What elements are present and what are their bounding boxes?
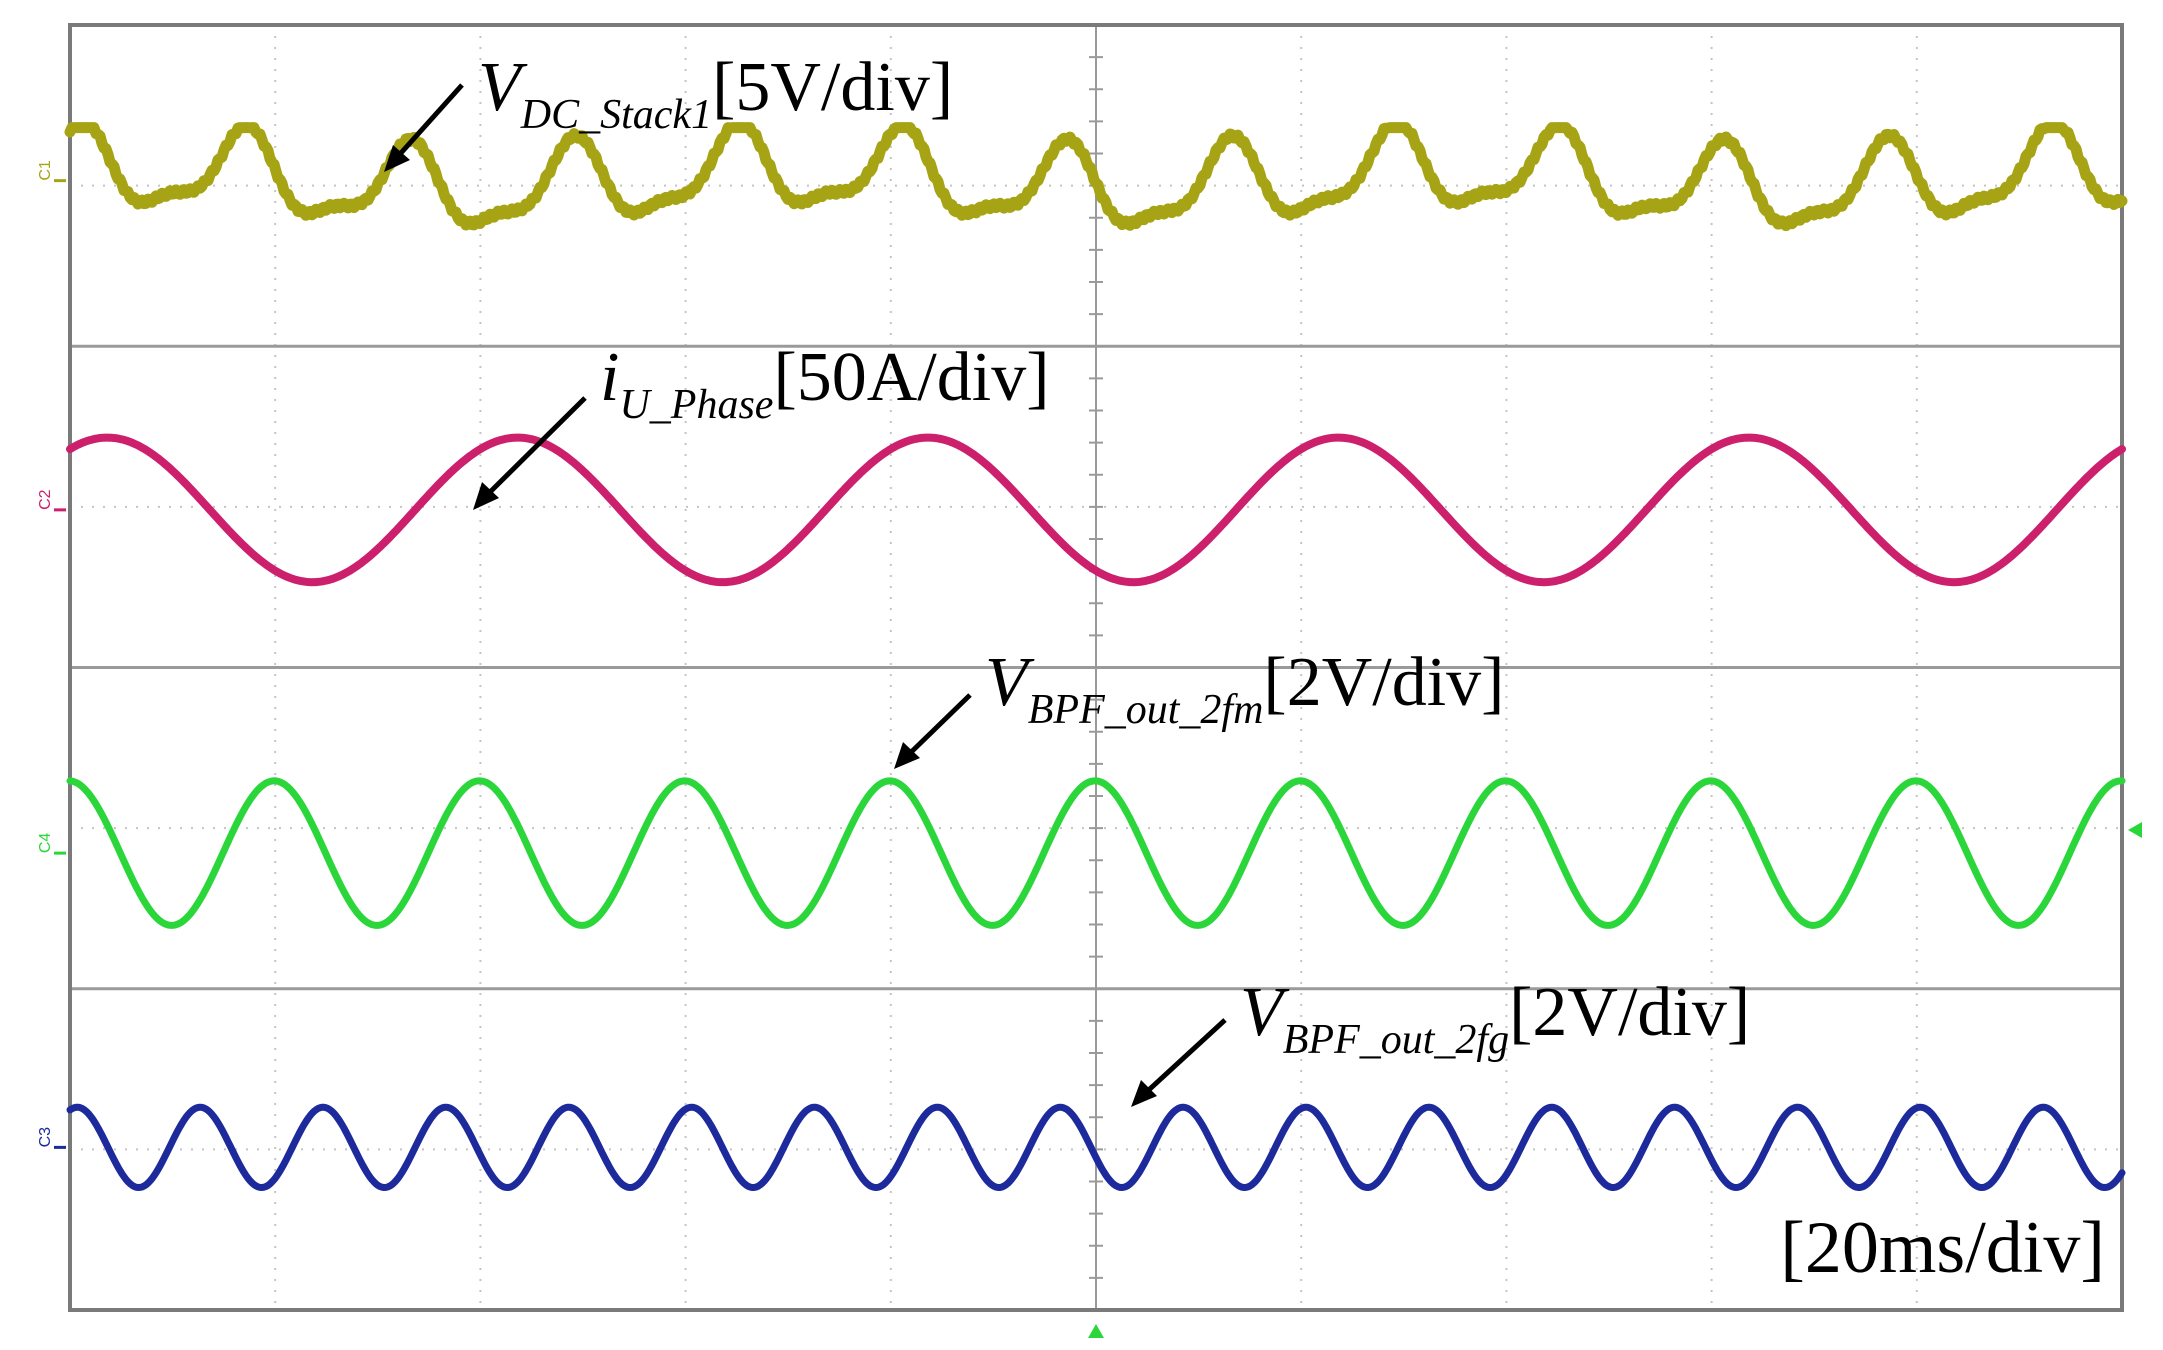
trigger-level-marker (2128, 822, 2142, 838)
ch3-label: VBPF_out_2fg[2V/div] (1131, 974, 1750, 1107)
ch4-label-main: V (985, 644, 1035, 721)
svg-text:VDC_Stack1[5V/div]: VDC_Stack1[5V/div] (478, 49, 953, 138)
ch1-label: VDC_Stack1[5V/div] (384, 49, 953, 172)
ch1-marker: C1 (37, 160, 66, 183)
ch3-label-main: V (1240, 974, 1290, 1051)
channel-markers: C1 C2 C4 C3 (37, 160, 66, 1149)
ch1-arrow (390, 83, 464, 165)
center-axis-ticks (1089, 24, 1103, 1311)
time-scale-label: [20ms/div] (1780, 1207, 2105, 1289)
screen-border (68, 23, 2124, 1312)
ch3-label-sub: BPF_out_2fg (1283, 1017, 1509, 1063)
ch2-arrow (480, 396, 587, 502)
ch4-trace (66, 777, 2126, 929)
ch1-scale: [5V/div] (712, 49, 953, 126)
svg-text:VBPF_out_2fg[2V/div]: VBPF_out_2fg[2V/div] (1240, 974, 1750, 1063)
ch2-scale: [50A/div] (773, 339, 1049, 416)
ch1-marker-text: C1 (37, 160, 54, 181)
ch1-label-main: V (478, 49, 528, 126)
ch4-label-sub: BPF_out_2fm (1028, 687, 1264, 733)
ch4-scale: [2V/div] (1263, 644, 1504, 721)
trigger-position-marker (1088, 1324, 1104, 1338)
ch2-label-sub: U_Phase (619, 382, 773, 428)
ch2-label: iU_Phase[50A/div] (473, 339, 1050, 510)
ch3-scale: [2V/div] (1509, 974, 1750, 1051)
ch2-marker: C2 (37, 489, 66, 512)
ch4-label: VBPF_out_2fm[2V/div] (894, 644, 1504, 769)
svg-text:VBPF_out_2fm[2V/div]: VBPF_out_2fm[2V/div] (985, 644, 1504, 733)
ch4-arrowhead (894, 742, 920, 769)
ch1-arrowhead (384, 145, 410, 172)
ch1-label-sub: DC_Stack1 (520, 92, 712, 138)
ch3-arrowhead (1131, 1080, 1157, 1107)
ch3-marker-text: C3 (37, 1127, 54, 1148)
ch2-trace (66, 433, 2126, 587)
ch2-label-main: i (600, 339, 619, 416)
ch4-arrow (901, 693, 972, 762)
ch2-marker-text: C2 (37, 489, 54, 510)
ch3-marker: C3 (37, 1127, 66, 1149)
ch4-marker-text: C4 (37, 833, 54, 854)
svg-text:iU_Phase[50A/div]: iU_Phase[50A/div] (600, 339, 1050, 428)
ch4-marker: C4 (37, 833, 66, 855)
ch3-arrow (1138, 1018, 1227, 1100)
ch2-arrowhead (473, 482, 499, 510)
ch3-trace (66, 1103, 2126, 1191)
